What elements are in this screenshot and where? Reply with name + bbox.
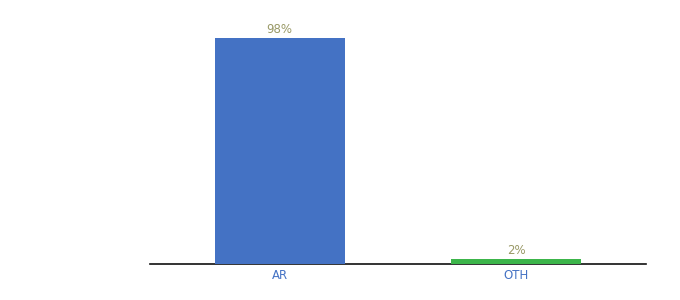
Text: 2%: 2% [507, 244, 526, 257]
Bar [215, 38, 345, 264]
Text: 98%: 98% [267, 23, 292, 36]
Bar [451, 260, 581, 264]
